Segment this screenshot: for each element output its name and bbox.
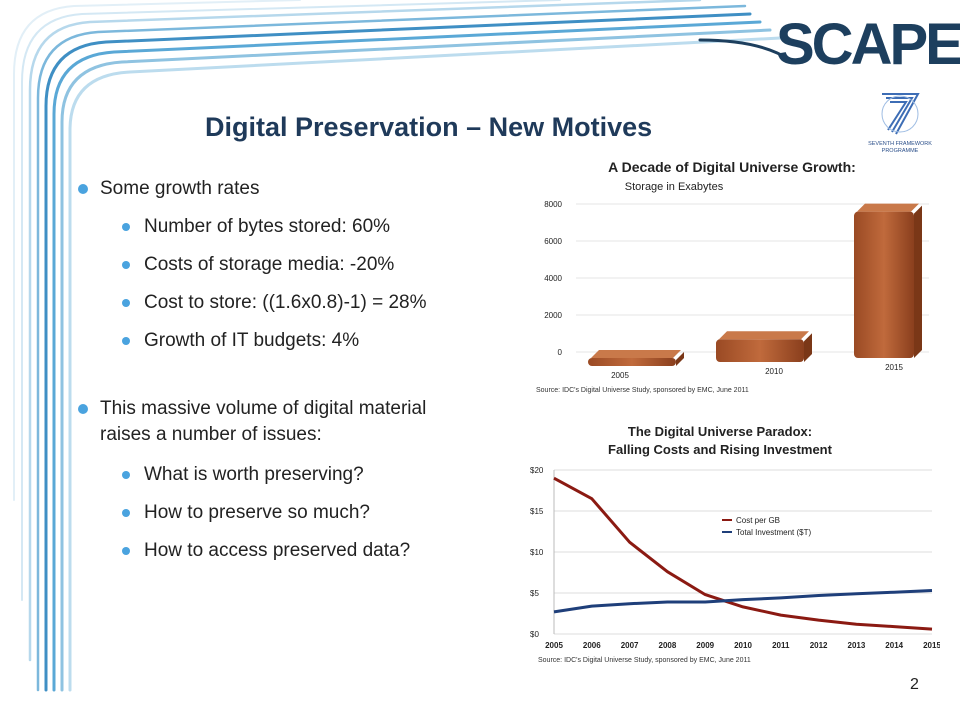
bar-top <box>857 203 919 212</box>
series-line-cost-per-gb <box>553 476 933 631</box>
bar-top <box>591 350 681 358</box>
series-line-total-investment <box>553 589 933 614</box>
page-number: 2 <box>910 676 919 693</box>
chart-subtitle: Storage in Exabytes <box>625 181 724 193</box>
y-tick-label: 8000 <box>544 200 562 209</box>
scape-logo-text: SCAPE <box>776 12 960 77</box>
y-tick-label: 2000 <box>544 311 562 320</box>
scape-logo: SCAPE <box>776 10 960 80</box>
sub-bullet: How to access preserved data? <box>122 538 518 564</box>
legend-label-investment: Total Investment ($T) <box>736 528 811 537</box>
bullet-dot <box>78 184 88 194</box>
x-tick-label: 2005 <box>611 371 629 380</box>
sub-bullet: Growth of IT budgets: 4% <box>122 328 518 354</box>
bullet-dot <box>122 223 130 231</box>
bullet-dot <box>122 547 130 555</box>
paradox-chart-svg: The Digital Universe Paradox: Falling Co… <box>530 424 940 664</box>
bar-top <box>719 331 809 340</box>
sub-bullet-text: Cost to store: ((1.6x0.8)-1) = 28% <box>144 292 427 313</box>
bullet-dot <box>122 261 130 269</box>
bullet-dot <box>122 509 130 517</box>
bar-side <box>676 352 684 366</box>
bullet-dot <box>122 471 130 479</box>
fp7-logo: SEVENTH FRAMEWORK PROGRAMME <box>868 93 932 154</box>
bar <box>588 358 676 366</box>
bar <box>854 211 914 358</box>
sub-bullet-text: How to preserve so much? <box>144 502 370 523</box>
storage-growth-chart: A Decade of Digital Universe Growth: Sto… <box>524 152 940 398</box>
x-tick-label: 2006 <box>583 641 601 650</box>
y-tick-label: $0 <box>530 630 539 639</box>
svg-text:SEVENTH FRAMEWORK: SEVENTH FRAMEWORK <box>868 141 932 147</box>
x-tick-label: 2010 <box>765 367 783 376</box>
sub-bullet-text: Costs of storage media: -20% <box>144 254 395 275</box>
bar <box>716 339 804 362</box>
sub-bullet-text: How to access preserved data? <box>144 540 411 561</box>
x-tick-label: 2015 <box>923 641 940 650</box>
x-tick-label: 2014 <box>885 641 903 650</box>
sub-bullet: How to preserve so much? <box>122 500 518 526</box>
x-tick-label: 2009 <box>696 641 714 650</box>
sub-bullet-text: What is worth preserving? <box>144 464 364 485</box>
x-tick-label: 2011 <box>772 641 790 650</box>
sub-bullet: What is worth preserving? <box>122 462 518 488</box>
bar-side <box>914 205 922 358</box>
sub-bullet-text: Number of bytes stored: 60% <box>144 216 391 237</box>
chart-source: Source: IDC's Digital Universe Study, sp… <box>536 387 749 394</box>
y-tick-label: 4000 <box>544 274 562 283</box>
y-tick-label: 0 <box>558 348 563 357</box>
chart-subtitle: Falling Costs and Rising Investment <box>608 442 833 457</box>
sub-bullet: Number of bytes stored: 60% <box>122 214 518 240</box>
y-tick-label: $10 <box>530 548 544 557</box>
bullet-growth-rates: Some growth rates <box>78 176 518 202</box>
bullet-issues: This massive volume of digital material … <box>78 396 470 448</box>
x-tick-label: 2005 <box>545 641 563 650</box>
bullet-dot <box>122 337 130 345</box>
x-tick-label: 2007 <box>621 641 639 650</box>
svg-text:PROGRAMME: PROGRAMME <box>882 148 919 154</box>
bullet-label: Some growth rates <box>100 178 260 199</box>
bar-side <box>804 333 812 362</box>
slide-title: Digital Preservation – New Motives <box>205 112 653 142</box>
y-tick-label: $5 <box>530 589 539 598</box>
paradox-chart: The Digital Universe Paradox: Falling Co… <box>524 418 940 668</box>
x-tick-label: 2013 <box>848 641 866 650</box>
chart-source: Source: IDC's Digital Universe Study, sp… <box>538 657 751 664</box>
x-tick-label: 2012 <box>810 641 828 650</box>
chart-title: The Digital Universe Paradox: <box>628 424 812 439</box>
x-tick-label: 2010 <box>734 641 752 650</box>
legend-label-cost: Cost per GB <box>736 516 780 525</box>
sub-bullet-text: Growth of IT budgets: 4% <box>144 330 360 351</box>
bullet-dot <box>78 404 88 414</box>
y-tick-label: $20 <box>530 466 544 475</box>
storage-growth-chart-svg: A Decade of Digital Universe Growth: Sto… <box>536 159 929 394</box>
bullet-label: This massive volume of digital material … <box>100 398 427 445</box>
x-tick-label: 2015 <box>885 363 903 372</box>
sub-bullet: Costs of storage media: -20% <box>122 252 518 278</box>
bullet-dot <box>122 299 130 307</box>
x-tick-label: 2008 <box>659 641 677 650</box>
bullet-list: Some growth rates Number of bytes stored… <box>78 172 518 564</box>
y-tick-label: $15 <box>530 507 544 516</box>
chart-title: A Decade of Digital Universe Growth: <box>608 159 856 175</box>
y-tick-label: 6000 <box>544 237 562 246</box>
sub-bullet: Cost to store: ((1.6x0.8)-1) = 28% <box>122 290 518 316</box>
